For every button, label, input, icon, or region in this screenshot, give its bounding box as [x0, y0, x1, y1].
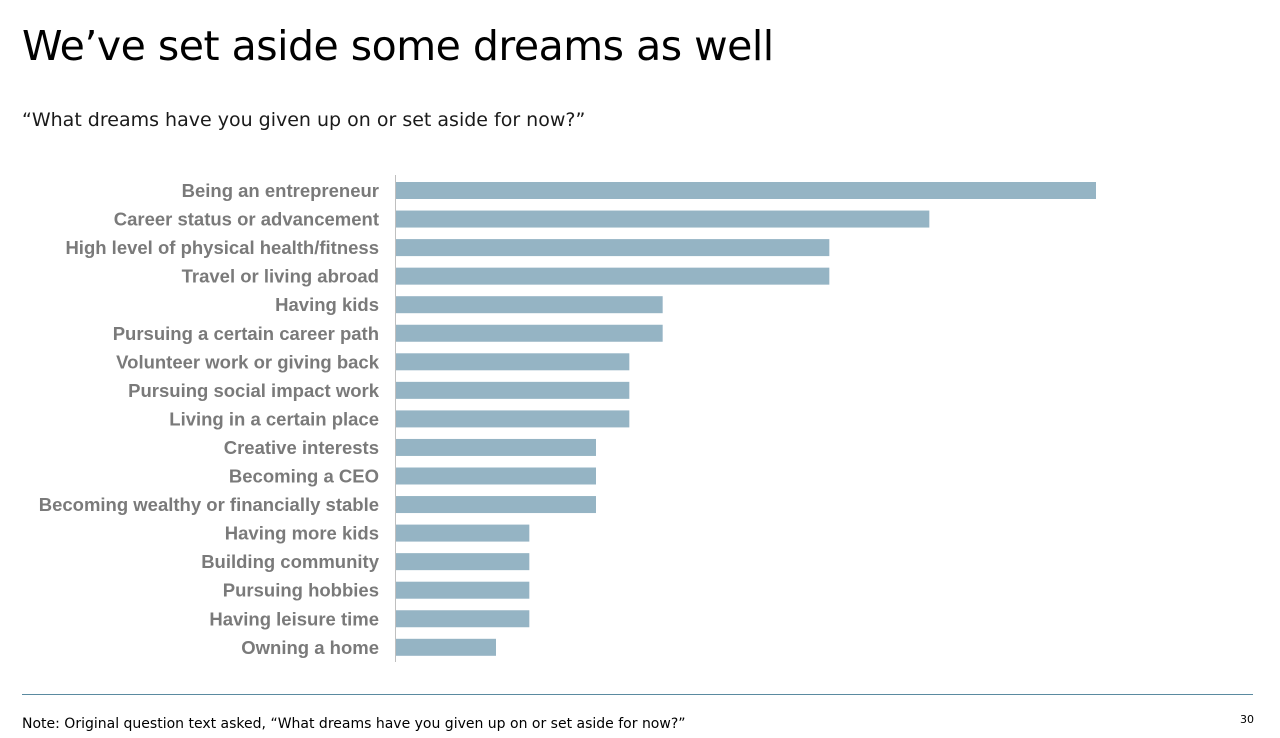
bar-becoming-a-ceo	[396, 467, 596, 485]
bar-chart: Being an entrepreneur Career status or ad…	[39, 175, 1096, 662]
bar-volunteer-work-or-giving-back	[396, 353, 630, 371]
category-label: Being an entrepreneur	[182, 180, 379, 201]
bar-having-leisure-time	[396, 610, 530, 628]
category-label: Having kids	[275, 294, 379, 315]
bar-pursuing-social-impact-work	[396, 381, 630, 399]
category-label: Pursuing social impact work	[128, 380, 380, 401]
bar-creative-interests	[396, 438, 596, 456]
category-label: Becoming a CEO	[229, 466, 379, 487]
category-label: Having leisure time	[209, 608, 379, 629]
category-label: Pursuing a certain career path	[113, 323, 379, 344]
category-label: Pursuing hobbies	[223, 580, 379, 601]
category-label: High level of physical health/fitness	[65, 237, 379, 258]
category-label: Living in a certain place	[169, 408, 379, 429]
category-label: Owning a home	[241, 637, 379, 658]
category-label: Volunteer work or giving back	[116, 351, 380, 372]
bars-group	[396, 182, 1096, 656]
page-number: 30	[1240, 713, 1254, 726]
category-label: Having more kids	[225, 523, 379, 544]
bar-having-kids	[396, 296, 663, 314]
bar-living-in-a-certain-place	[396, 410, 630, 428]
bar-career-status-or-advancement	[396, 210, 930, 228]
bar-being-an-entrepreneur	[396, 182, 1096, 199]
category-label: Building community	[201, 551, 380, 572]
category-labels-group: Being an entrepreneur Career status or ad…	[39, 180, 380, 658]
bar-owning-a-home	[396, 638, 496, 656]
bar-high-level-of-physical-health-fitness	[396, 239, 830, 257]
bar-having-more-kids	[396, 524, 530, 542]
bar-pursuing-a-certain-career-path	[396, 324, 663, 342]
category-label: Becoming wealthy or financially stable	[39, 494, 379, 515]
slide-title: We’ve set aside some dreams as well	[22, 22, 774, 70]
bar-pursuing-hobbies	[396, 581, 530, 599]
bar-becoming-wealthy-or-financially-stable	[396, 496, 596, 514]
category-label: Career status or advancement	[114, 209, 379, 230]
category-label: Creative interests	[224, 437, 379, 458]
bar-building-community	[396, 553, 530, 571]
footnote: Note: Original question text asked, “Wha…	[22, 716, 686, 732]
slide-subtitle: “What dreams have you given up on or set…	[22, 109, 586, 131]
footer-divider	[22, 694, 1253, 695]
category-label: Travel or living abroad	[182, 266, 379, 287]
bar-travel-or-living-abroad	[396, 267, 830, 285]
